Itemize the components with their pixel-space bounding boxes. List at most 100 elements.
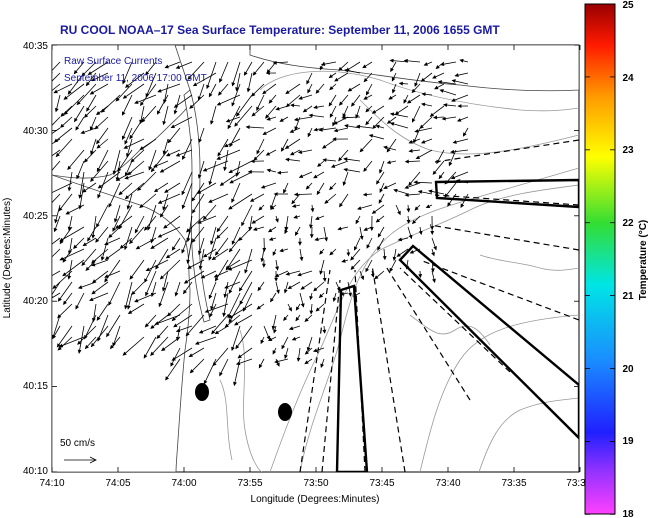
current-vector-head (171, 356, 176, 361)
current-vector-head (231, 346, 235, 352)
current-vector (174, 94, 181, 114)
current-vector-head (291, 336, 297, 341)
current-vector (137, 171, 157, 191)
current-vector-head (246, 88, 251, 93)
current-vector (96, 303, 109, 321)
current-vector-head (265, 71, 270, 76)
current-vector-head (328, 74, 333, 79)
x-axis-tick-labels: 74:10 74:05 74:00 73:55 73:50 73:45 73:4… (39, 478, 586, 489)
current-vector-head (108, 203, 113, 208)
current-vector (125, 171, 145, 179)
current-vector-head (202, 253, 208, 258)
current-vector-head (194, 341, 200, 345)
current-vector-head (227, 313, 232, 319)
current-vector-head (284, 229, 288, 235)
current-vector-head (219, 371, 223, 377)
current-vector (160, 259, 181, 280)
current-vector-head (431, 252, 435, 257)
current-vector (228, 193, 253, 210)
current-vector (62, 259, 85, 277)
current-vector-head (87, 71, 93, 75)
x-tick-label: 74:10 (39, 478, 64, 489)
current-vector-head (406, 99, 412, 104)
current-vector-head (121, 135, 126, 141)
current-vector (52, 116, 61, 126)
current-vector-head (260, 257, 265, 263)
current-vector-head (341, 258, 346, 263)
current-vector-head (104, 241, 109, 246)
current-vector-head (320, 363, 325, 368)
current-vector (67, 149, 85, 170)
x-axis-label: Longitude (Degrees:Minutes) (251, 494, 380, 505)
current-vector-head (113, 218, 118, 223)
current-vector-head (77, 340, 82, 345)
current-vector-head (153, 188, 159, 193)
current-vector-head (73, 244, 78, 249)
current-vector (148, 149, 157, 170)
current-vector (52, 83, 61, 92)
current-vector-head (174, 292, 179, 297)
current-vector (184, 270, 205, 284)
current-vector-head (209, 313, 213, 318)
y-tick-label: 40:20 (23, 296, 48, 307)
colorbar-tick-label: 23 (622, 145, 634, 156)
current-vector-head (134, 100, 139, 104)
current-vector-head (171, 316, 176, 322)
current-vector-head (67, 275, 72, 280)
current-vector (52, 237, 61, 245)
current-vector-head (56, 343, 61, 348)
current-vector-head (275, 266, 279, 271)
current-vector-head (425, 204, 431, 209)
current-vector (81, 248, 97, 266)
current-vector-head (313, 287, 318, 292)
colorbar-tick-label: 24 (622, 73, 634, 84)
current-vector (231, 325, 241, 351)
current-vector-head (284, 354, 288, 360)
current-vector (147, 204, 157, 231)
colorbar-tick-label: 21 (622, 291, 634, 302)
current-vector-head (95, 111, 101, 116)
current-vector-head (429, 112, 435, 117)
current-vector (203, 160, 229, 172)
current-vector-head (270, 298, 274, 303)
current-vector (115, 83, 133, 102)
current-vector-head (281, 344, 286, 350)
current-vector-head (266, 116, 271, 121)
current-vector (247, 72, 253, 92)
current-vector-head (167, 312, 172, 317)
colorbar-tick-label: 18 (622, 509, 634, 518)
current-vector (122, 116, 133, 140)
current-vector-head (235, 87, 240, 92)
current-vector-head (187, 75, 192, 80)
current-vector-head (270, 205, 275, 210)
current-vector (190, 358, 205, 373)
current-vector-head (348, 292, 353, 297)
current-vector-head (139, 204, 144, 209)
current-vector-head (300, 285, 305, 290)
y-axis-label: Latitude (Degrees:Minutes) (2, 198, 13, 319)
current-vector-head (126, 305, 131, 310)
current-vector (91, 325, 109, 347)
current-vector-head (272, 60, 277, 65)
current-vector-head (83, 158, 89, 163)
current-vector (124, 138, 145, 149)
current-vector-head (124, 195, 130, 200)
current-vector-head (119, 244, 125, 249)
current-vector-head (106, 332, 110, 338)
current-vector-head (342, 181, 347, 186)
current-vector-head (84, 344, 89, 350)
current-vector-head (363, 95, 368, 100)
current-vector-head (390, 67, 394, 73)
current-vector-head (438, 174, 443, 180)
current-vector (112, 325, 121, 347)
current-vector-head (223, 293, 228, 299)
current-vector-head (216, 234, 221, 239)
current-vector-head (198, 329, 204, 334)
current-vector-head (329, 251, 334, 256)
current-vector-head (281, 147, 285, 152)
current-vector-head (144, 226, 149, 231)
current-vector (236, 94, 253, 117)
current-vector (145, 72, 157, 97)
current-vector (171, 347, 193, 361)
